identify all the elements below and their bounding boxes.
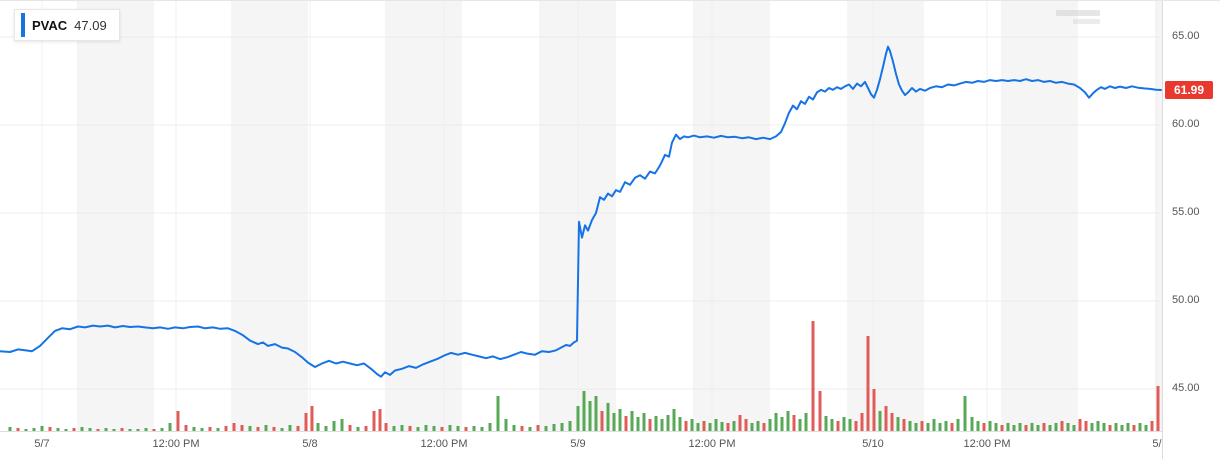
x-axis-label: 5/8	[302, 438, 318, 450]
x-axis-label: 12:00 PM	[963, 438, 1011, 450]
gridlines	[0, 1, 1162, 431]
legend-price: 47.09	[74, 17, 107, 33]
chart-canvas	[0, 1, 1162, 431]
session-band	[693, 1, 770, 431]
legend: PVAC 47.09	[14, 9, 120, 41]
session-band	[231, 1, 308, 431]
x-axis-label: 5/7	[34, 438, 50, 450]
x-axis-label: 5/10	[862, 438, 884, 450]
x-axis-label: 12:00 PM	[420, 438, 468, 450]
x-axis: 5/7 12:00 PM 5/8 12:00 PM 5/9 12:00 PM 5/10 12:…	[0, 431, 1162, 459]
chart-plot-area[interactable]	[0, 1, 1162, 431]
volume-bars	[8, 321, 1160, 431]
ticker-symbol: PVAC	[32, 17, 68, 33]
y-axis-label: 45.00	[1172, 382, 1200, 394]
session-band	[847, 1, 924, 431]
watermark	[1056, 10, 1100, 24]
current-price-badge: 61.99	[1165, 80, 1213, 99]
x-axis-label: 5/9	[570, 438, 586, 450]
series-color-bar-icon	[21, 13, 25, 37]
y-axis-label: 65.00	[1172, 30, 1200, 42]
session-band	[385, 1, 462, 431]
x-axis-label: 5/	[1152, 438, 1162, 450]
watermark-line	[1073, 19, 1100, 24]
y-axis-label: 60.00	[1172, 118, 1200, 130]
session-band	[77, 1, 154, 431]
y-axis-label: 50.00	[1172, 294, 1200, 306]
x-axis-label: 12:00 PM	[152, 438, 200, 450]
x-axis-label: 12:00 PM	[688, 438, 736, 450]
y-axis: 61.99 65.00 60.00 55.00 50.00 45.00	[1162, 1, 1220, 459]
session-band	[1001, 1, 1078, 431]
session-band	[1155, 1, 1162, 431]
price-line	[0, 45, 1162, 378]
y-axis-label: 55.00	[1172, 206, 1200, 218]
watermark-line	[1056, 10, 1100, 16]
